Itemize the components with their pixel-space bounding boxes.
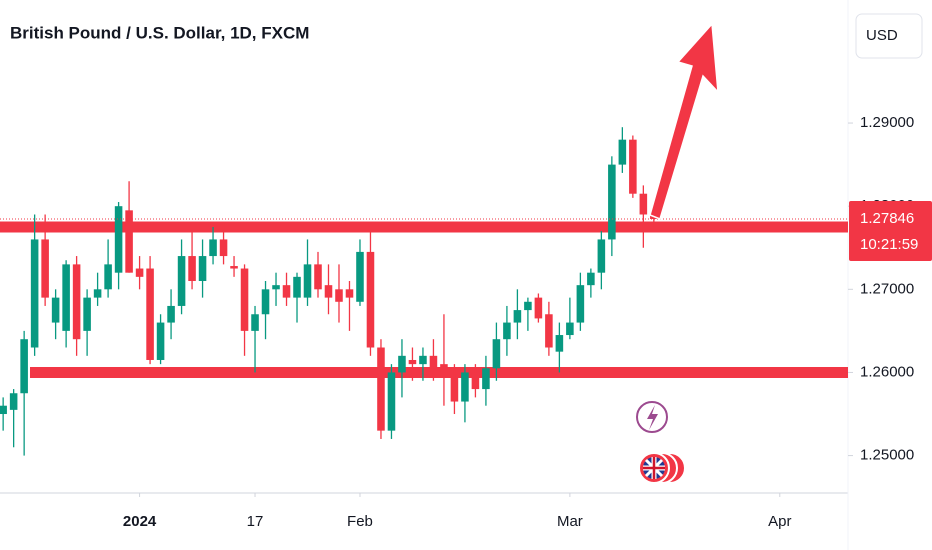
uk-flag <box>643 457 665 479</box>
candle-body <box>167 305 175 323</box>
candle-body <box>429 355 438 369</box>
candle-body <box>492 339 501 369</box>
candle-body <box>566 322 574 336</box>
candle-body <box>272 285 280 290</box>
currency-label[interactable]: USD <box>866 27 898 44</box>
candle-body <box>209 239 217 257</box>
candle-body <box>177 256 186 306</box>
candle-body <box>545 314 553 348</box>
candle-body <box>618 139 627 165</box>
candle-body <box>440 364 448 377</box>
x-tick-label: 2024 <box>123 513 157 530</box>
candle-body <box>356 251 364 302</box>
candle-body <box>282 285 291 298</box>
candle-body <box>62 264 70 331</box>
candle-body <box>513 310 522 323</box>
candle-body <box>314 264 322 290</box>
chart-title: British Pound / U.S. Dollar, 1D, FXCM <box>10 23 309 42</box>
candle-body <box>629 139 637 194</box>
x-tick-label: 17 <box>247 513 264 530</box>
candle-body <box>576 285 585 323</box>
candle-body <box>198 256 207 282</box>
y-tick-label: 1.27000 <box>860 280 914 297</box>
candle-body <box>482 368 490 390</box>
candle-body <box>156 322 165 360</box>
candle-body <box>377 347 385 431</box>
lightning <box>647 405 658 430</box>
candle-body <box>93 289 102 298</box>
candle-body <box>104 264 112 290</box>
currency-button[interactable] <box>855 13 923 59</box>
candle-body <box>461 372 469 402</box>
candle-body <box>387 372 396 431</box>
candle-body <box>555 335 564 352</box>
candle-body <box>188 256 196 282</box>
candle-body <box>587 272 595 286</box>
candle-body <box>135 268 144 277</box>
candle-body <box>251 314 259 331</box>
candle-body <box>398 355 406 373</box>
y-tick-label: 1.26000 <box>860 363 914 380</box>
candle-body <box>366 251 375 348</box>
candle-body <box>335 289 343 302</box>
candle-body <box>20 339 28 394</box>
candle-body <box>293 276 301 298</box>
candle-body <box>230 266 238 269</box>
candle-body <box>114 206 123 273</box>
last-price-label: 1.27846 <box>860 210 914 227</box>
candle-body <box>9 393 18 410</box>
candle-body <box>608 164 616 240</box>
candle-body <box>83 297 91 331</box>
candle-body <box>345 289 354 298</box>
candle-body <box>146 268 154 360</box>
candle-body <box>534 297 543 319</box>
candle-body <box>125 210 133 273</box>
candle-body <box>597 239 606 273</box>
y-tick-label: 1.29000 <box>860 114 914 131</box>
candle-body <box>524 301 532 311</box>
candle-body <box>261 289 270 315</box>
arrow-drawing <box>649 22 719 221</box>
candle-body <box>72 264 81 340</box>
x-tick-label: Mar <box>557 513 583 530</box>
candle-body <box>324 285 333 298</box>
x-tick-label: Feb <box>347 513 373 530</box>
candle-body <box>408 359 417 365</box>
candle-body <box>450 376 459 402</box>
candle-body <box>303 264 312 298</box>
candle-body <box>51 297 60 323</box>
candle-body <box>41 239 49 298</box>
candle-body <box>240 268 249 331</box>
last-price-box <box>849 200 932 261</box>
candle-body <box>639 193 648 215</box>
candle-body <box>219 239 228 257</box>
candle-body <box>503 322 511 340</box>
candle-body <box>30 239 39 348</box>
countdown-label: 10:21:59 <box>860 236 918 253</box>
y-tick-label: 1.25000 <box>860 447 914 464</box>
candle-body <box>0 405 7 415</box>
candle-body <box>471 372 480 390</box>
candle-body <box>419 355 427 365</box>
x-tick-label: Apr <box>768 513 791 530</box>
